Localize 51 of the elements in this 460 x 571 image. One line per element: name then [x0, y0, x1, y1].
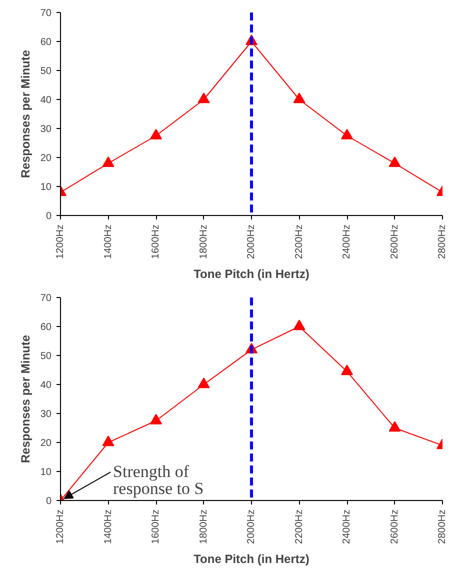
- x-tick-label: 2800Hz: [437, 224, 448, 259]
- y-tick-label: 70: [40, 8, 52, 19]
- point: [341, 128, 353, 140]
- x-tick-label: 1200Hz: [55, 510, 66, 544]
- y-tick-label: 60: [40, 322, 52, 333]
- point: [388, 156, 401, 167]
- y-tick-label: 50: [40, 351, 52, 362]
- y-tick-label: 70: [40, 293, 52, 304]
- x-tick-label: 1400Hz: [102, 224, 114, 259]
- x-tick-label: 2600Hz: [389, 224, 400, 259]
- y-tick-label: 0: [46, 496, 52, 507]
- y-axis-title: Responses per Minute: [18, 50, 32, 178]
- y-tick-label: 0: [46, 211, 52, 222]
- y-tick-label: 30: [40, 409, 52, 420]
- y-tick-label: 10: [40, 182, 52, 193]
- y-tick-label: 30: [40, 124, 52, 135]
- annotation: Strength of response to S: [113, 462, 204, 498]
- y-tick-label: 20: [40, 153, 52, 164]
- x-tick-label: 2600Hz: [389, 510, 400, 544]
- x-tick-label: 2200Hz: [294, 224, 305, 259]
- point: [102, 156, 114, 167]
- point: [341, 364, 353, 376]
- x-tick-label: 1600Hz: [150, 224, 162, 259]
- point: [150, 128, 162, 140]
- y-tick-label: 10: [40, 467, 52, 478]
- x-tick-label: 1200Hz: [55, 224, 66, 259]
- point: [198, 378, 210, 388]
- x-tick-label: 1800Hz: [198, 510, 210, 544]
- point: [102, 436, 114, 446]
- point: [293, 320, 306, 330]
- x-tick-label: 2400Hz: [342, 224, 352, 259]
- x-axis-title: Tone Pitch (in Hertz): [194, 552, 310, 566]
- x-tick-label: 2000Hz: [246, 224, 257, 259]
- point: [388, 421, 401, 432]
- x-tick-label: 1400Hz: [102, 510, 114, 544]
- y-tick-label: 20: [40, 438, 52, 449]
- x-tick-label: 1600Hz: [150, 510, 162, 544]
- y-axis-title: Responses per Minute: [18, 334, 32, 464]
- x-tick-label: 1800Hz: [198, 224, 210, 259]
- x-tick-label: 2000Hz: [246, 510, 257, 544]
- point: [198, 92, 210, 104]
- x-tick-label: 2400Hz: [342, 510, 352, 544]
- point: [150, 414, 162, 424]
- y-tick-label: 50: [40, 66, 52, 77]
- point: [293, 92, 306, 104]
- y-tick-label: 40: [40, 380, 52, 391]
- x-tick-label: 2200Hz: [294, 510, 305, 544]
- y-tick-label: 40: [40, 95, 52, 106]
- x-tick-label: 2800Hz: [437, 510, 448, 544]
- x-axis-title: Tone Pitch (in Hertz): [194, 266, 310, 281]
- y-tick-label: 60: [40, 37, 52, 48]
